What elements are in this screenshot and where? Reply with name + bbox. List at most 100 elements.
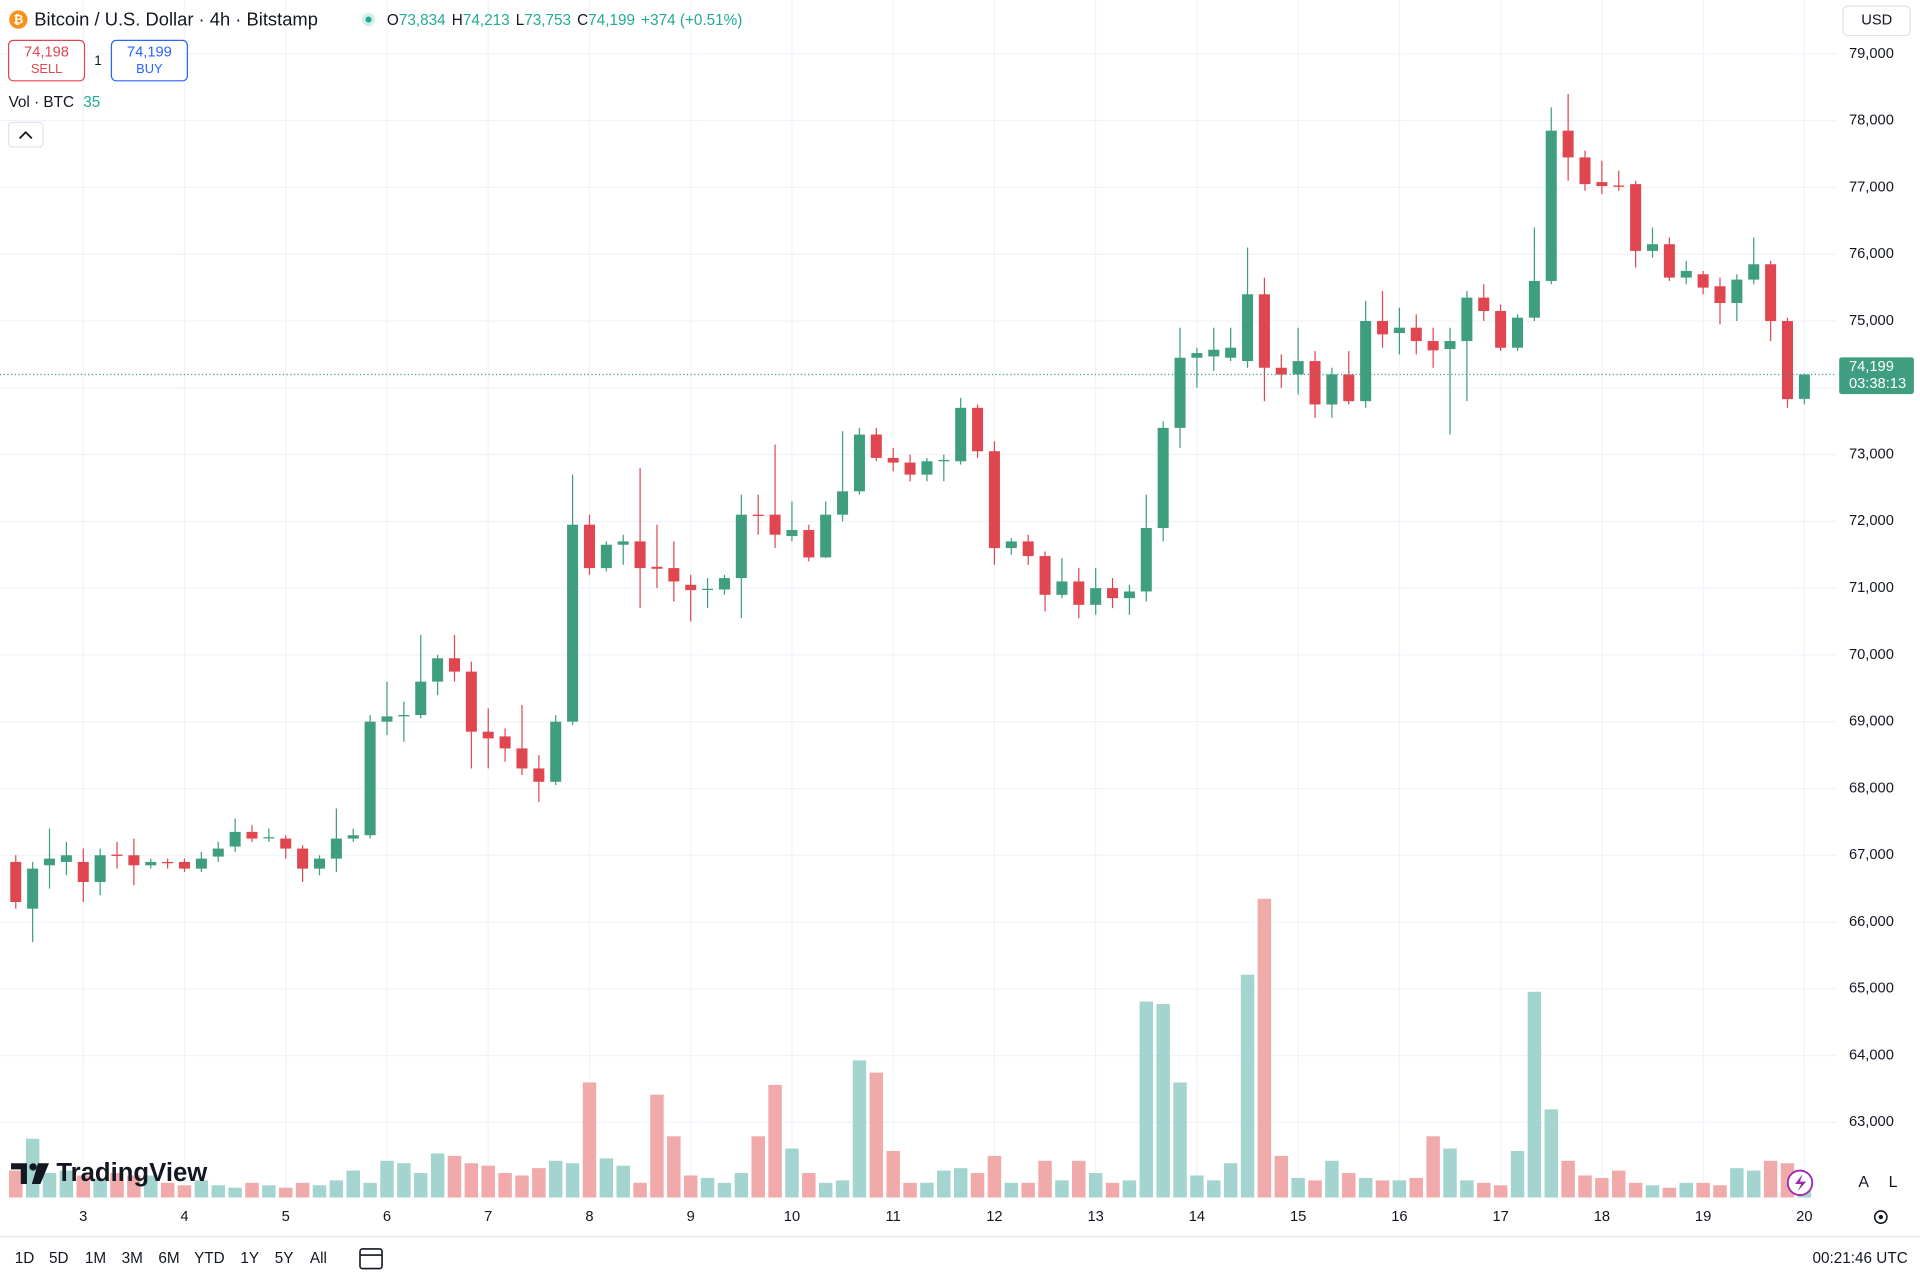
date-range-icon[interactable] — [359, 1248, 383, 1270]
candle-body — [1309, 361, 1321, 405]
volume-bar — [397, 1163, 411, 1198]
volume-bar — [1173, 1082, 1187, 1198]
candle-body — [988, 451, 1000, 549]
candle-body — [212, 848, 224, 857]
range-button[interactable]: YTD — [194, 1250, 225, 1267]
candle-body — [415, 681, 427, 716]
volume-bar — [76, 1175, 90, 1198]
sell-price[interactable]: 74,198 — [24, 45, 69, 61]
candle-body — [668, 568, 680, 582]
volume-bar — [734, 1173, 749, 1198]
collapse-button[interactable] — [7, 121, 44, 148]
volume-bar — [1190, 1175, 1204, 1198]
volume-bar — [110, 1173, 124, 1198]
sell-label[interactable]: SELL — [31, 61, 62, 76]
y-tick-label: 73,000 — [1849, 446, 1894, 462]
x-tick-label: 3 — [79, 1209, 87, 1225]
candle-body — [1663, 244, 1675, 278]
range-button[interactable]: 3M — [122, 1250, 143, 1267]
volume-bar — [1156, 1004, 1170, 1198]
candle-body — [1208, 349, 1220, 357]
candle-layer — [10, 93, 1810, 943]
logo-text[interactable]: TradingView — [56, 1159, 208, 1187]
candle-body — [955, 407, 967, 462]
candle-body — [1528, 280, 1540, 318]
x-tick-label: 11 — [886, 1209, 901, 1225]
candle-body — [1005, 541, 1017, 549]
volume-bar — [582, 1082, 597, 1198]
logo[interactable]: TradingView — [11, 1159, 208, 1187]
x-tick-label: 6 — [383, 1209, 391, 1225]
volume-bar — [1021, 1182, 1035, 1198]
clock[interactable]: 00:21:46 UTC — [1813, 1250, 1908, 1267]
volume-bar — [1240, 974, 1255, 1198]
x-tick-label: 5 — [282, 1209, 290, 1225]
y-tick-label: 66,000 — [1849, 914, 1894, 930]
candle-body — [1731, 279, 1743, 303]
candle-body — [330, 838, 342, 859]
candle-body — [1275, 367, 1287, 375]
volume-bar — [464, 1163, 479, 1198]
volume-bar — [380, 1160, 394, 1198]
range-button[interactable]: 1Y — [240, 1250, 259, 1267]
candle-body — [1073, 581, 1085, 605]
candle-body — [651, 566, 663, 569]
candle-body — [1765, 264, 1777, 322]
volume-bar — [194, 1180, 209, 1198]
candle-body — [617, 541, 629, 545]
buy-box[interactable] — [110, 39, 188, 82]
volume-bar — [1274, 1155, 1289, 1198]
volume-bar — [9, 1170, 23, 1198]
candle-body — [1579, 157, 1591, 185]
volume-bar — [1645, 1185, 1660, 1198]
range-button[interactable]: 6M — [158, 1250, 179, 1267]
volume-bar — [228, 1187, 242, 1198]
y-tick-label: 76,000 — [1849, 246, 1894, 262]
log-scale[interactable]: L — [1889, 1174, 1898, 1191]
y-tick-label: 63,000 — [1849, 1114, 1894, 1130]
candle-body — [634, 541, 646, 569]
range-button[interactable]: All — [310, 1250, 327, 1267]
currency[interactable]: USD — [1861, 13, 1892, 29]
x-tick-label: 4 — [180, 1209, 188, 1225]
range-button[interactable]: 5Y — [275, 1250, 294, 1267]
currency-button[interactable] — [1842, 5, 1911, 37]
volume-bar — [667, 1136, 681, 1198]
buy-price[interactable]: 74,199 — [127, 45, 172, 61]
volume-bar — [1578, 1175, 1592, 1198]
volume-bar — [329, 1180, 344, 1198]
symbol-title[interactable]: Bitcoin / U.S. Dollar · 4h · Bitstamp — [34, 9, 318, 30]
volume-bar — [160, 1182, 175, 1198]
y-tick-label: 70,000 — [1849, 647, 1894, 663]
candle-body — [1343, 374, 1355, 402]
candle-body — [10, 861, 22, 903]
volume-bar — [1679, 1182, 1693, 1198]
y-tick-label: 78,000 — [1849, 113, 1894, 129]
buy-label[interactable]: BUY — [136, 61, 163, 76]
volume-bar — [211, 1185, 225, 1198]
sell-button[interactable]: 74,198 SELL — [7, 39, 86, 82]
candle-body — [1174, 357, 1186, 428]
volume-bar — [1477, 1182, 1491, 1198]
candle-body — [550, 721, 562, 782]
range-button[interactable]: 1D — [15, 1250, 35, 1267]
candle-body — [482, 731, 494, 739]
range-button[interactable]: 1M — [85, 1250, 106, 1267]
volume-bar — [1088, 1173, 1103, 1198]
auto-scale[interactable]: A — [1858, 1174, 1869, 1191]
legend-value: 73,834 — [399, 12, 446, 29]
settings-icon[interactable] — [1873, 1210, 1888, 1225]
volume-bar — [802, 1173, 816, 1198]
candle-body — [1630, 184, 1642, 251]
range-button[interactable]: 5D — [49, 1250, 69, 1267]
y-tick-label: 67,000 — [1849, 847, 1894, 863]
candle-body — [1444, 341, 1456, 350]
candle-body — [1292, 361, 1304, 375]
legend-key: L — [516, 12, 525, 29]
grid — [0, 0, 1837, 1198]
sell-box[interactable] — [7, 39, 86, 82]
candle-body — [381, 716, 393, 722]
candle-body — [1107, 588, 1119, 599]
buy-button[interactable]: 74,199 BUY — [110, 39, 188, 82]
volume-bar — [262, 1185, 276, 1198]
